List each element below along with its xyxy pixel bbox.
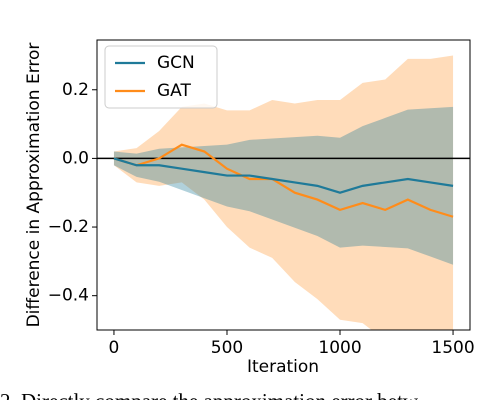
y-tick-label: −0.4 — [48, 286, 89, 306]
y-tick-label: 0.2 — [62, 80, 89, 100]
plot-frame — [96, 39, 471, 331]
x-tick-label: 500 — [211, 338, 243, 358]
caption: 2. Directly compare the approximation er… — [0, 389, 419, 400]
y-axis-label: Difference in Approximation Error — [24, 43, 44, 328]
series-line — [113, 143, 454, 218]
x-tick-label: 0 — [109, 338, 120, 358]
plot-area — [97, 55, 470, 330]
y-tick-label: −0.2 — [48, 217, 89, 237]
y-tick-label: 0.0 — [62, 148, 89, 168]
x-tick-label: 1000 — [318, 338, 361, 358]
legend-label: GCN — [157, 53, 195, 73]
legend-box — [104, 45, 218, 109]
x-tick-label: 1500 — [431, 338, 474, 358]
legend-label: GAT — [157, 81, 191, 101]
confidence-band — [113, 55, 454, 330]
series-line — [113, 157, 454, 194]
x-axis-label: Iteration — [247, 357, 319, 377]
